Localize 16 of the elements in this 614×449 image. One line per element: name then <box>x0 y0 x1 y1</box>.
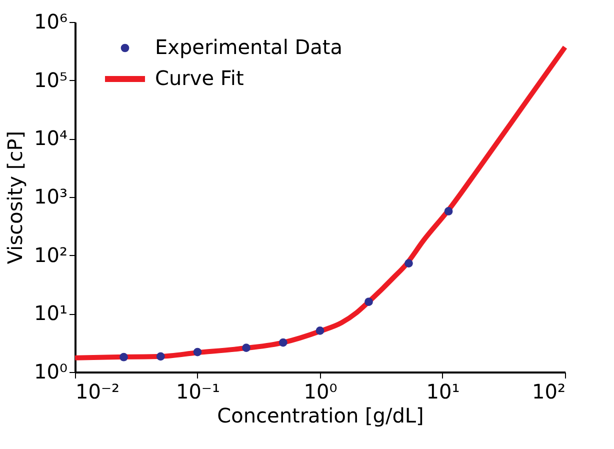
legend-label: Experimental Data <box>155 35 342 59</box>
y-tick-label: 10⁰ <box>34 360 68 384</box>
y-tick-label: 10⁴ <box>34 126 68 150</box>
x-tick-label: 10⁻² <box>76 380 120 404</box>
x-axis-title: Concentration [g/dL] <box>217 404 424 428</box>
y-axis-title: Viscosity [cP] <box>3 130 28 264</box>
y-tick-label: 10⁵ <box>34 68 68 92</box>
y-tick-label: 10⁶ <box>34 10 68 34</box>
legend-label: Curve Fit <box>155 66 244 90</box>
y-tick-label: 10² <box>34 242 68 267</box>
y-tick-label: 10³ <box>34 184 68 208</box>
y-tick-label: 10¹ <box>34 301 68 326</box>
x-tick-label: 10² <box>532 380 566 404</box>
x-tick-label: 10¹ <box>426 380 460 404</box>
x-tick-label: 10⁻¹ <box>176 380 220 404</box>
x-tick-label: 10⁰ <box>304 380 338 404</box>
